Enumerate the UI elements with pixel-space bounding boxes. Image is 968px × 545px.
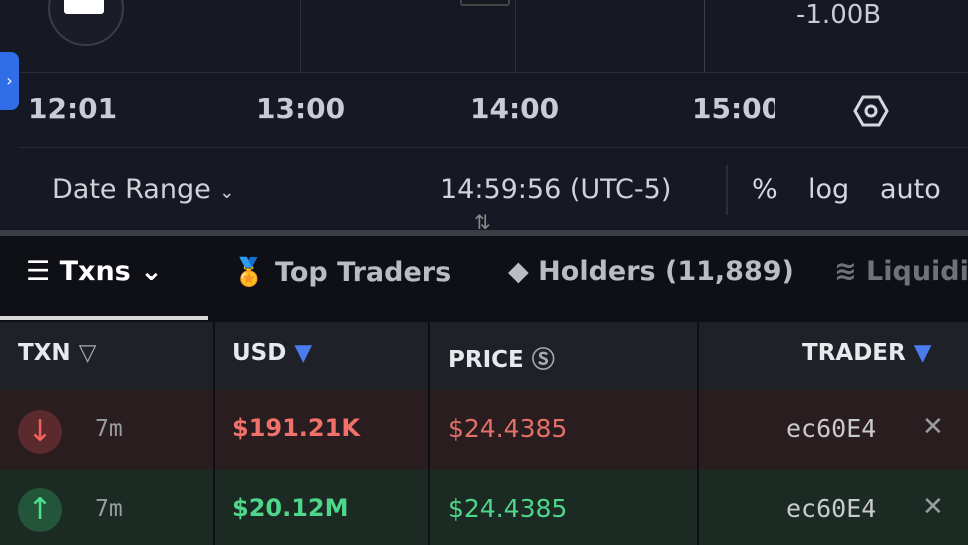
- usd: $20.12M: [232, 494, 349, 522]
- trader[interactable]: ec60E4: [786, 494, 877, 523]
- tab-label: Holders (11,889): [538, 256, 794, 287]
- row-sell: [0, 390, 968, 470]
- buy-icon: ↑: [18, 488, 62, 532]
- tab-label: Top Traders: [275, 257, 452, 288]
- resize-handle[interactable]: ⇅: [474, 210, 491, 234]
- header-label: TRADER: [802, 340, 906, 366]
- close-icon[interactable]: ✕: [922, 492, 944, 522]
- header-trader[interactable]: TRADER ▼: [802, 340, 932, 366]
- option-log[interactable]: log: [808, 174, 850, 205]
- tab-bar: [0, 236, 968, 322]
- col-divider: [428, 322, 430, 545]
- chart-plot: [20, 0, 968, 73]
- sell-icon: ↓: [18, 410, 62, 454]
- header-label: TXN: [18, 340, 71, 366]
- tab-liquidity[interactable]: ≋ Liquidity: [834, 256, 968, 287]
- table-header: [0, 322, 968, 390]
- age: 7m: [95, 496, 123, 522]
- tab-label: Liquidity: [866, 256, 968, 287]
- divider: [726, 165, 728, 215]
- tab-top-traders[interactable]: 🏅 Top Traders: [232, 257, 452, 288]
- date-range-label: Date Range: [52, 174, 211, 205]
- tab-label: Txns: [59, 256, 131, 287]
- handle: [460, 0, 510, 6]
- price: $24.4385: [448, 414, 568, 443]
- option-auto[interactable]: auto: [880, 174, 941, 205]
- tab-underline: [0, 316, 208, 320]
- age: 7m: [95, 416, 123, 442]
- settings-icon[interactable]: [852, 92, 890, 130]
- axis-value: -1.00B: [796, 0, 882, 30]
- tab-holders[interactable]: ◆ Holders (11,889): [508, 256, 794, 287]
- time-label: 13:00: [256, 92, 346, 125]
- tab-txns[interactable]: ☰ Txns ⌄: [26, 256, 163, 287]
- clock: 14:59:56 (UTC-5): [440, 174, 672, 205]
- header-label: USD: [232, 340, 287, 366]
- price: $24.4385: [448, 494, 568, 523]
- time-label: 12:01: [28, 92, 118, 125]
- option-percent[interactable]: %: [752, 174, 778, 205]
- date-range[interactable]: Date Range ⌄: [52, 174, 235, 205]
- header-price[interactable]: PRICE Ⓢ: [448, 347, 555, 373]
- header-txn[interactable]: TXN ▽: [18, 340, 97, 366]
- usd: $191.21K: [232, 414, 360, 442]
- col-divider: [213, 322, 215, 545]
- side-toggle[interactable]: ›: [0, 52, 19, 110]
- col-divider: [697, 322, 699, 545]
- close-icon[interactable]: ✕: [922, 412, 944, 442]
- grid-line: [300, 0, 301, 72]
- header-usd[interactable]: USD ▼: [232, 340, 313, 366]
- grid-line: [704, 0, 705, 72]
- grid-line: [515, 0, 516, 72]
- row-buy: [0, 470, 968, 545]
- time-label: 14:00: [470, 92, 560, 125]
- time-label: 15:00: [692, 92, 775, 125]
- trader[interactable]: ec60E4: [786, 414, 877, 443]
- header-label: PRICE: [448, 347, 524, 373]
